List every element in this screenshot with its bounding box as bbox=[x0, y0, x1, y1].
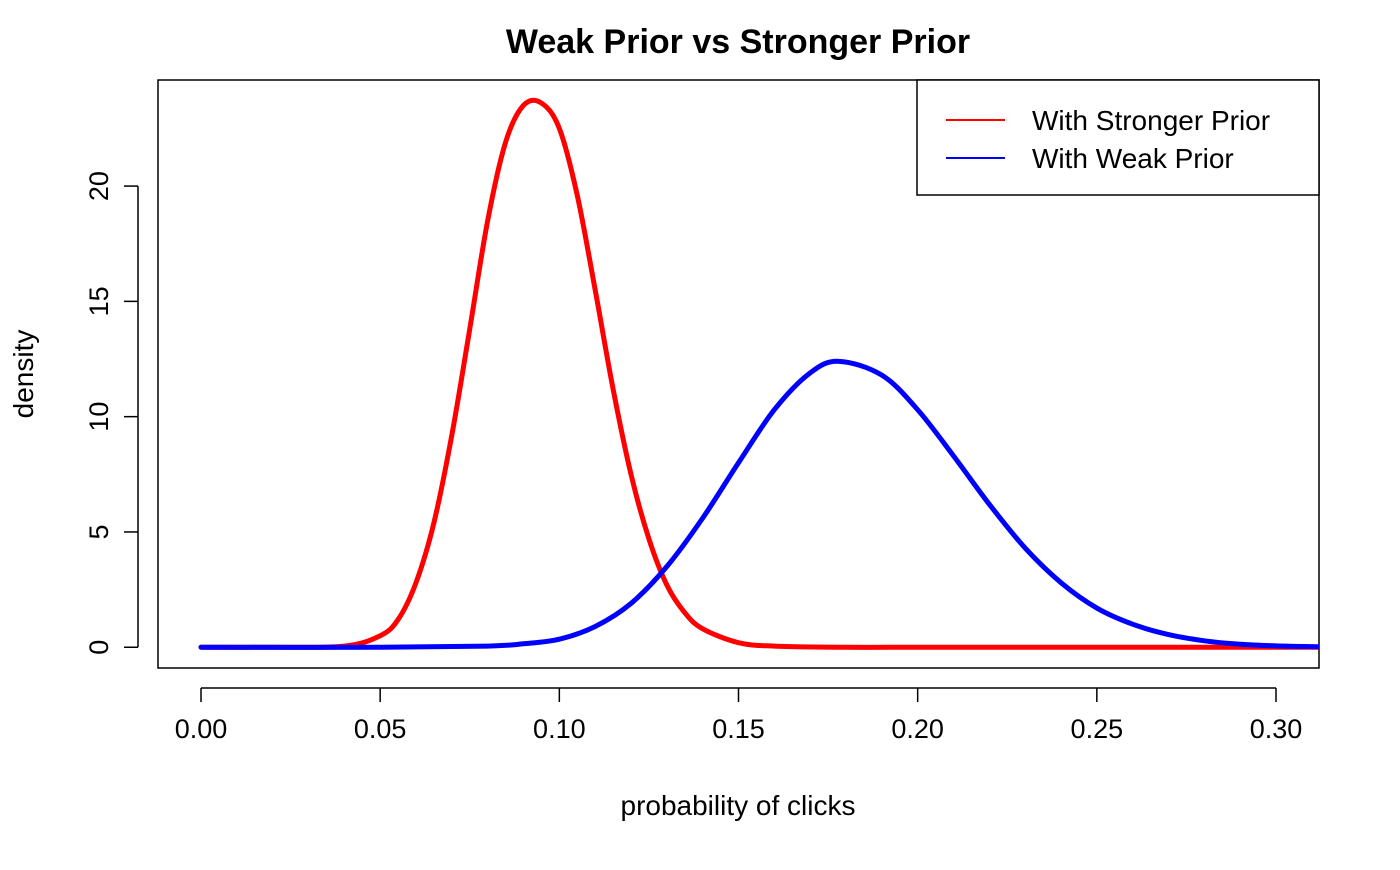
series-line-weak-prior bbox=[198, 358, 1319, 650]
plot-lines bbox=[198, 97, 1319, 650]
legend-box bbox=[916, 79, 1320, 196]
series-line-stronger-prior bbox=[198, 97, 1319, 650]
x-axis: 0.00 0.05 0.10 0.15 0.20 0.25 0.30 bbox=[175, 687, 1303, 744]
legend-label-stronger: With Stronger Prior bbox=[1032, 105, 1270, 136]
x-tick-label: 0.20 bbox=[891, 714, 944, 744]
legend-label-weak: With Weak Prior bbox=[1032, 143, 1234, 174]
x-tick-label: 0.25 bbox=[1071, 714, 1124, 744]
y-tick-label: 15 bbox=[84, 286, 114, 316]
chart-title: Weak Prior vs Stronger Prior bbox=[506, 23, 970, 61]
y-tick-label: 0 bbox=[84, 640, 114, 655]
y-tick-label: 5 bbox=[84, 524, 114, 539]
y-axis: 0 5 10 15 20 bbox=[84, 171, 139, 655]
x-tick-label: 0.15 bbox=[712, 714, 765, 744]
y-tick-label: 10 bbox=[84, 402, 114, 432]
x-axis-label: probability of clicks bbox=[621, 790, 856, 821]
y-tick-label: 20 bbox=[84, 171, 114, 201]
x-tick-label: 0.10 bbox=[533, 714, 586, 744]
plot-frame bbox=[157, 79, 1320, 669]
legend: With Stronger Prior With Weak Prior bbox=[916, 79, 1320, 196]
y-axis-label: density bbox=[8, 330, 39, 419]
x-tick-label: 0.30 bbox=[1250, 714, 1303, 744]
x-tick-label: 0.05 bbox=[354, 714, 407, 744]
x-tick-label: 0.00 bbox=[175, 714, 228, 744]
